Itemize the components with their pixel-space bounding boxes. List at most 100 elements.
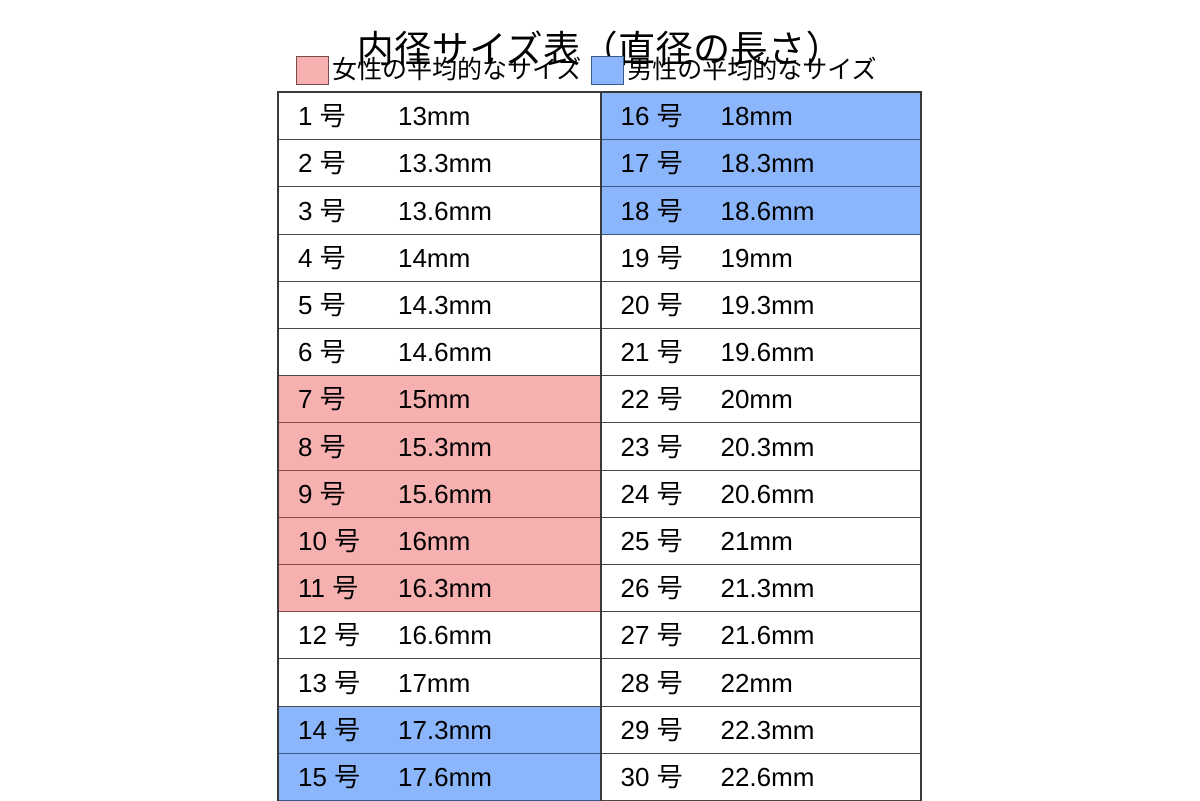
pink-swatch-icon [296, 55, 329, 85]
table-row: 16 号 18mm [601, 93, 920, 141]
diameter-cell: 16mm [398, 525, 471, 556]
diameter-cell: 21.6mm [720, 620, 815, 651]
table-row: 9 号 15.6mm [279, 470, 600, 518]
size-number-cell: 23 号 [620, 431, 683, 462]
size-number-cell: 7 号 [298, 384, 346, 415]
table-row: 13 号 17mm [279, 659, 600, 707]
table-row: 7 号 15mm [279, 376, 600, 424]
diameter-cell: 20.6mm [720, 478, 815, 509]
size-table: 1 号 13mm 2 号 13.3mm 3 号 13.6mm 4 号 14mm 5 号 14.3m… [277, 91, 922, 801]
size-number-cell: 25 号 [620, 525, 683, 556]
diameter-cell: 22mm [720, 667, 793, 698]
diameter-cell: 14.3mm [398, 289, 492, 320]
size-number-cell: 9 号 [298, 478, 346, 509]
table-row: 18 号 18.6mm [601, 187, 920, 235]
size-number-cell: 3 号 [298, 195, 346, 226]
table-row: 2 号 13.3mm [279, 140, 600, 188]
size-number-cell: 18 号 [620, 195, 683, 226]
diameter-cell: 19.3mm [720, 289, 815, 320]
diameter-cell: 17mm [398, 667, 471, 698]
size-number-cell: 16 号 [620, 101, 683, 132]
table-row: 23 号 20.3mm [601, 423, 920, 471]
size-number-cell: 12 号 [298, 620, 361, 651]
blue-swatch-icon [591, 55, 625, 85]
diameter-cell: 17.6mm [398, 761, 492, 792]
size-number-cell: 30 号 [620, 761, 683, 792]
size-number-cell: 2 号 [298, 148, 346, 179]
table-row: 25 号 21mm [601, 517, 920, 566]
size-number-cell: 29 号 [620, 714, 683, 745]
table-column-right: 16 号 18mm 17 号 18.3mm 18 号 18.6mm 19 号 19mm 20 号… [599, 91, 922, 801]
table-row: 6 号 14.6mm [279, 329, 600, 377]
diameter-cell: 19.6mm [720, 337, 815, 368]
size-number-cell: 19 号 [620, 242, 683, 273]
table-row: 8 号 15.3mm [279, 423, 600, 471]
size-number-cell: 28 号 [620, 667, 683, 698]
size-number-cell: 17 号 [620, 148, 683, 179]
diameter-cell: 18.3mm [720, 148, 815, 179]
table-row: 22 号 20mm [601, 376, 920, 424]
size-number-cell: 1 号 [298, 101, 346, 132]
table-row: 10 号 16mm [279, 517, 600, 566]
size-number-cell: 8 号 [298, 431, 346, 462]
diameter-cell: 17.3mm [398, 714, 492, 745]
diameter-cell: 18mm [720, 101, 793, 132]
table-row: 15 号 17.6mm [279, 753, 600, 801]
table-row: 21 号 19.6mm [601, 329, 920, 377]
table-row: 1 号 13mm [279, 93, 600, 141]
diameter-cell: 13.6mm [398, 195, 492, 226]
table-row: 3 号 13.6mm [279, 187, 600, 235]
diameter-cell: 21.3mm [720, 573, 815, 604]
diameter-cell: 19mm [720, 242, 793, 273]
diameter-cell: 13mm [398, 101, 471, 132]
legend: 女性の平均的なサイズ 男性の平均的なサイズ [296, 54, 924, 86]
table-row: 20 号 19.3mm [601, 281, 920, 330]
table-row: 5 号 14.3mm [279, 281, 600, 330]
table-row: 4 号 14mm [279, 234, 600, 282]
table-row: 12 号 16.6mm [279, 612, 600, 660]
size-number-cell: 27 号 [620, 620, 683, 651]
size-number-cell: 22 号 [620, 384, 683, 415]
table-column-left: 1 号 13mm 2 号 13.3mm 3 号 13.6mm 4 号 14mm 5 号 14.3m… [277, 91, 600, 801]
size-number-cell: 13 号 [298, 667, 361, 698]
table-row: 19 号 19mm [601, 234, 920, 282]
table-row: 14 号 17.3mm [279, 706, 600, 754]
diameter-cell: 21mm [720, 525, 793, 556]
diameter-cell: 15.3mm [398, 431, 492, 462]
diameter-cell: 16.6mm [398, 620, 492, 651]
size-number-cell: 14 号 [298, 714, 361, 745]
diameter-cell: 14.6mm [398, 337, 492, 368]
legend-entry-male: 男性の平均的なサイズ [591, 54, 877, 86]
table-row: 11 号 16.3mm [279, 565, 600, 613]
legend-label-female: 女性の平均的なサイズ [332, 55, 582, 84]
size-number-cell: 10 号 [298, 525, 361, 556]
diameter-cell: 13.3mm [398, 148, 492, 179]
diameter-cell: 20.3mm [720, 431, 815, 462]
size-number-cell: 4 号 [298, 242, 346, 273]
diameter-cell: 15mm [398, 384, 471, 415]
table-row: 30 号 22.6mm [601, 753, 920, 801]
diameter-cell: 22.3mm [720, 714, 815, 745]
table-row: 26 号 21.3mm [601, 565, 920, 613]
size-number-cell: 6 号 [298, 337, 346, 368]
table-row: 27 号 21.6mm [601, 612, 920, 660]
legend-label-male: 男性の平均的なサイズ [627, 55, 877, 84]
size-number-cell: 21 号 [620, 337, 683, 368]
diameter-cell: 15.6mm [398, 478, 492, 509]
size-number-cell: 20 号 [620, 289, 683, 320]
diameter-cell: 14mm [398, 242, 471, 273]
size-number-cell: 11 号 [298, 573, 359, 604]
table-row: 17 号 18.3mm [601, 140, 920, 188]
size-number-cell: 15 号 [298, 761, 361, 792]
diameter-cell: 18.6mm [720, 195, 815, 226]
diameter-cell: 20mm [720, 384, 793, 415]
table-row: 24 号 20.6mm [601, 470, 920, 518]
legend-entry-female: 女性の平均的なサイズ [296, 54, 581, 86]
table-row: 28 号 22mm [601, 659, 920, 707]
size-number-cell: 24 号 [620, 478, 683, 509]
size-number-cell: 5 号 [298, 289, 346, 320]
diameter-cell: 22.6mm [720, 761, 815, 792]
size-number-cell: 26 号 [620, 573, 683, 604]
table-row: 29 号 22.3mm [601, 706, 920, 754]
diameter-cell: 16.3mm [398, 573, 492, 604]
